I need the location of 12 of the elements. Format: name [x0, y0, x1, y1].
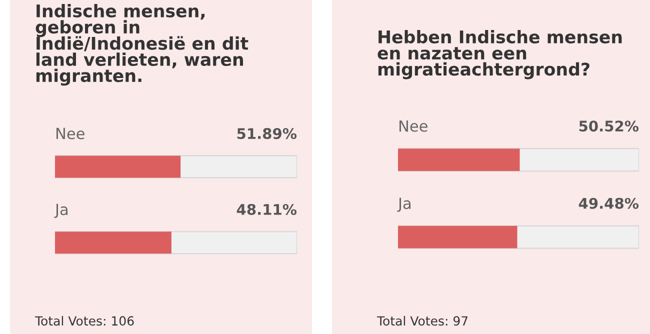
- category-label: Nee: [56, 128, 84, 140]
- data-label: 51.89%: [237, 128, 297, 140]
- text: Total Votes: 97: [376, 316, 468, 326]
- category-label: Ja: [54, 204, 68, 218]
- data-label: 49.48%: [578, 198, 639, 209]
- chart-title: Hebben Indische mensen en nazaten een migratieachtergrond?: [378, 30, 622, 80]
- category-label: Nee: [400, 120, 428, 132]
- chart-title: Indische mensen, geboren in Indië/Indonesië en dit land verlieten, waren migranten.: [36, 4, 248, 86]
- data-label: 48.11%: [236, 204, 297, 215]
- text: Total Votes: 106: [34, 316, 134, 326]
- data-label: 50.52%: [579, 120, 639, 132]
- category-label: Ja: [397, 198, 410, 212]
